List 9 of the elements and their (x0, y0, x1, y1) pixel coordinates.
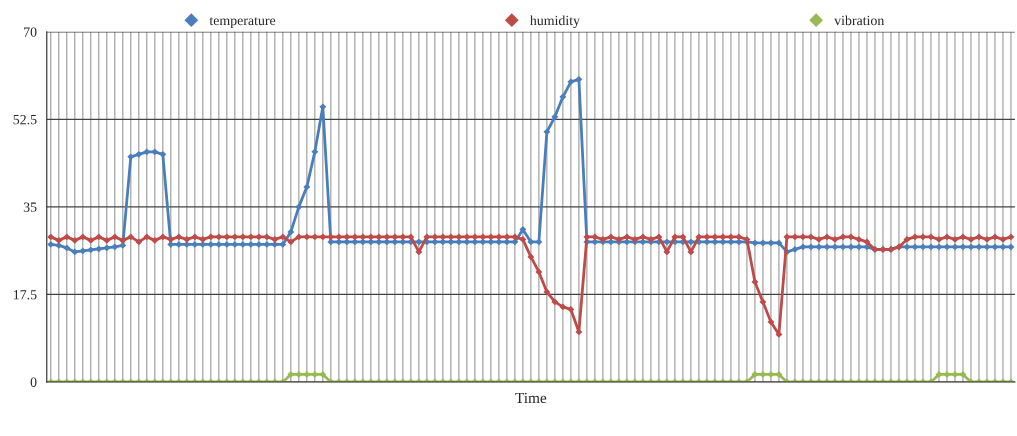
legend-label: vibration (834, 15, 885, 26)
y-tick-label: 52.5 (13, 114, 37, 125)
y-tick-label: 70 (24, 27, 37, 37)
y-tick-label: 35 (23, 202, 37, 212)
legend-label: humidity (529, 15, 580, 29)
y-tick-label: 0 (30, 377, 37, 387)
y-tick-label: 17.5 (13, 290, 37, 300)
x-axis-title: Time (515, 392, 547, 404)
legend-label: temperature (209, 17, 276, 28)
